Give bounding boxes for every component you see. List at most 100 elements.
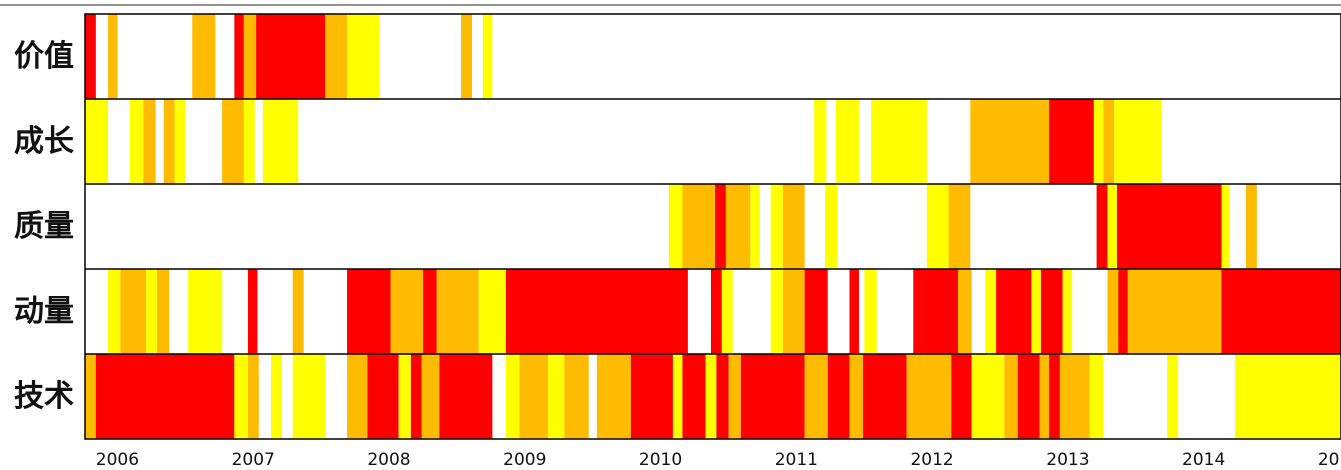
heatmap-cell bbox=[1040, 269, 1063, 354]
heatmap-cell bbox=[1245, 184, 1257, 269]
heatmap-cell bbox=[1039, 354, 1050, 439]
heatmap-cell bbox=[347, 269, 391, 354]
heatmap-cell bbox=[1118, 269, 1128, 354]
heatmap-cell bbox=[835, 99, 859, 184]
heatmap-cell bbox=[390, 269, 424, 354]
heatmap-cell bbox=[505, 269, 688, 354]
heatmap-cell bbox=[668, 184, 683, 269]
heatmap-cell bbox=[1127, 269, 1222, 354]
heatmap-cell bbox=[436, 269, 479, 354]
heatmap-cell bbox=[222, 99, 244, 184]
heatmap-cell bbox=[1167, 354, 1179, 439]
heatmap-cell bbox=[243, 14, 257, 99]
heatmap-row bbox=[85, 99, 1162, 184]
heatmap-cell bbox=[725, 184, 751, 269]
heatmap-row bbox=[108, 269, 1341, 354]
heatmap-cell bbox=[970, 99, 1050, 184]
plot-frame bbox=[84, 13, 1341, 440]
heatmap-cell bbox=[728, 354, 741, 439]
heatmap-cells bbox=[85, 14, 1341, 439]
x-tick-label: 2012 bbox=[910, 450, 953, 470]
heatmap-cell bbox=[234, 14, 244, 99]
heatmap-cell bbox=[564, 354, 589, 439]
heatmap-cell bbox=[871, 99, 927, 184]
x-tick-label: 2015 bbox=[1318, 450, 1341, 470]
heatmap-cell bbox=[439, 354, 493, 439]
heatmap-cell bbox=[770, 184, 783, 269]
heatmap-cell bbox=[948, 184, 971, 269]
heatmap-cell bbox=[1103, 99, 1115, 184]
heatmap-cell bbox=[410, 354, 422, 439]
heatmap-cell bbox=[243, 99, 255, 184]
heatmap-cell bbox=[985, 269, 997, 354]
heatmap-cell bbox=[971, 354, 1005, 439]
x-tick-label: 2013 bbox=[1046, 450, 1089, 470]
heatmap-cell bbox=[630, 354, 673, 439]
heatmap-cell bbox=[347, 354, 368, 439]
heatmap-cell bbox=[347, 14, 380, 99]
x-tick-label: 2009 bbox=[503, 450, 546, 470]
heatmap-cell bbox=[95, 354, 235, 439]
heatmap-cell bbox=[256, 14, 326, 99]
heatmap-cell bbox=[423, 269, 437, 354]
heatmap-cell bbox=[770, 269, 783, 354]
row-label: 动量 bbox=[14, 294, 74, 329]
heatmap-cell bbox=[234, 354, 248, 439]
heatmap-cell bbox=[146, 269, 157, 354]
heatmap-cell bbox=[1107, 184, 1117, 269]
heatmap-cell bbox=[1062, 269, 1073, 354]
heatmap-cell bbox=[951, 354, 972, 439]
heatmap-cell bbox=[804, 269, 828, 354]
heatmap-cell bbox=[1004, 354, 1018, 439]
heatmap-cell bbox=[1093, 99, 1104, 184]
heatmap-cell bbox=[461, 14, 472, 99]
heatmap-cell bbox=[814, 99, 827, 184]
heatmap-cell bbox=[325, 14, 348, 99]
heatmap-cell bbox=[750, 184, 760, 269]
x-tick-label: 2011 bbox=[775, 450, 818, 470]
heatmap-cell bbox=[715, 184, 726, 269]
heatmap-cell bbox=[682, 354, 706, 439]
heatmap-cell bbox=[1017, 354, 1040, 439]
heatmap-cell bbox=[710, 269, 722, 354]
heatmap-cell bbox=[85, 99, 109, 184]
heatmap-cell bbox=[1116, 184, 1222, 269]
heatmap-cell bbox=[262, 99, 299, 184]
heatmap-cell bbox=[120, 269, 147, 354]
row-label: 质量 bbox=[14, 209, 74, 244]
heatmap-cell bbox=[996, 269, 1032, 354]
heatmap-cell bbox=[367, 354, 399, 439]
heatmap-cell bbox=[682, 184, 716, 269]
heatmap-cell bbox=[596, 354, 631, 439]
heatmap-cell bbox=[247, 354, 259, 439]
heatmap-cell bbox=[129, 99, 144, 184]
heatmap-cell bbox=[721, 269, 733, 354]
heatmap-cell bbox=[548, 354, 565, 439]
heatmap-cell bbox=[672, 354, 683, 439]
heatmap-cell bbox=[849, 354, 864, 439]
heatmap-cell bbox=[1089, 354, 1104, 439]
heatmap-cell bbox=[864, 269, 877, 354]
heatmap-cell bbox=[292, 354, 326, 439]
heatmap-cell bbox=[188, 269, 223, 354]
heatmap-cell bbox=[1049, 354, 1060, 439]
x-tick-label: 2006 bbox=[96, 450, 139, 470]
heatmap-cell bbox=[156, 269, 170, 354]
heatmap-cell bbox=[827, 354, 850, 439]
heatmap-cell bbox=[1235, 354, 1341, 439]
heatmap-cell bbox=[926, 184, 949, 269]
heatmap-cell bbox=[705, 354, 717, 439]
row-dividers bbox=[85, 98, 1341, 355]
heatmap-cell bbox=[1221, 269, 1341, 354]
x-tick-label: 2008 bbox=[367, 450, 410, 470]
row-label: 成长 bbox=[14, 124, 74, 159]
row-label: 技术 bbox=[14, 379, 74, 414]
heatmap-cell bbox=[292, 269, 304, 354]
heatmap-cell bbox=[482, 14, 493, 99]
heatmap-cell bbox=[1114, 99, 1162, 184]
x-tick-label: 2007 bbox=[232, 450, 275, 470]
heatmap-cell bbox=[505, 354, 520, 439]
heatmap-cell bbox=[421, 354, 440, 439]
heatmap-cell bbox=[85, 354, 96, 439]
